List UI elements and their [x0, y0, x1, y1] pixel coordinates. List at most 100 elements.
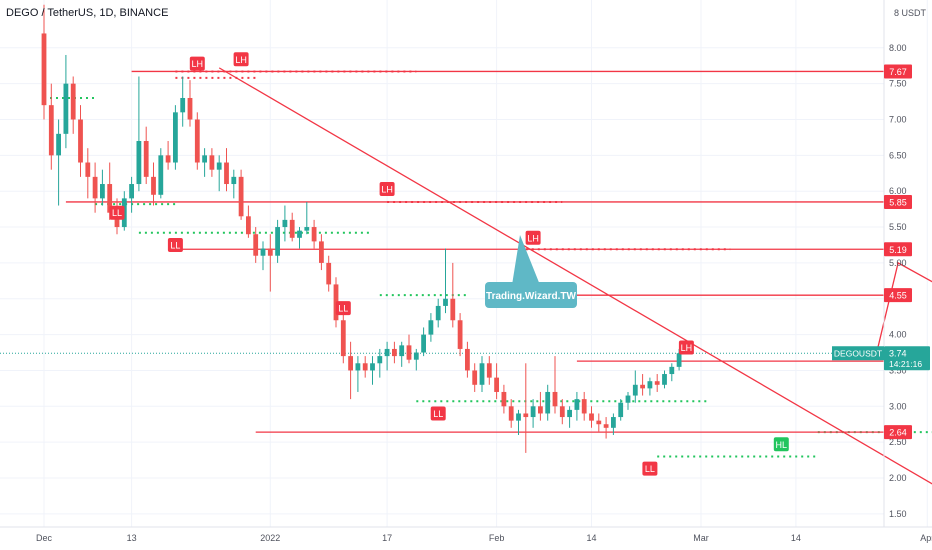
y-tick-label: 2.50: [889, 437, 907, 447]
candle-body: [63, 83, 69, 134]
candle-body: [508, 406, 514, 421]
descending-trendline: [218, 67, 932, 485]
level-price-tag: [884, 288, 912, 303]
candlesticks: [41, 4, 682, 453]
swing-label-text: LH: [681, 343, 693, 353]
y-tick-label: 8.00: [889, 43, 907, 53]
candle-body: [647, 381, 653, 389]
candle-body: [260, 248, 266, 256]
candle-body: [625, 395, 631, 403]
swing-label-badge: [233, 52, 249, 67]
candle-body: [494, 377, 499, 392]
candle-body: [676, 353, 682, 367]
swing-label-badge: [678, 340, 694, 355]
x-tick-label: 14: [586, 533, 596, 543]
y-tick-label: 3.50: [889, 365, 907, 375]
y-tick-label: 7.00: [889, 115, 907, 125]
swing-label-badge: [525, 230, 541, 245]
candle-body: [545, 391, 551, 414]
candle-body: [246, 216, 251, 235]
candle-body: [238, 176, 244, 217]
swing-label-text: LL: [112, 208, 122, 218]
swing-label-badge: [189, 56, 205, 71]
x-tick-label: 2022: [260, 533, 280, 543]
candle-body: [421, 334, 426, 353]
current-price-tag: [884, 346, 930, 371]
candle-body: [180, 97, 186, 113]
candle-body: [41, 33, 47, 106]
candle-body: [253, 234, 259, 256]
x-tick-label: Apr: [920, 533, 932, 543]
level-price-text: 5.85: [889, 197, 907, 207]
candle-body: [143, 141, 149, 177]
candle-body: [654, 381, 660, 385]
y-tick-label: 2.00: [889, 473, 907, 483]
candle-body: [472, 370, 478, 385]
candle-body: [70, 83, 76, 120]
candle-body: [289, 219, 295, 238]
candle-body: [92, 176, 98, 199]
swing-labels: LH LH LL LL LH LL LH LL LH LL HL: [109, 52, 789, 476]
swing-label-text: LH: [192, 59, 204, 69]
candle-body: [136, 141, 142, 185]
x-axis-ticks: Dec13202217Feb14Mar14Apr18May16: [36, 533, 932, 543]
candle-body: [669, 366, 675, 375]
swing-label-badge: [335, 301, 351, 316]
candle-body: [443, 298, 448, 306]
swing-label-text: LL: [645, 464, 655, 474]
candle-body: [326, 262, 332, 285]
candle-body: [399, 345, 405, 357]
countdown-text: 14:21:16: [889, 359, 922, 369]
y-tick-label: 7.50: [889, 79, 907, 89]
candle-body: [538, 406, 543, 414]
trendline-group: [218, 67, 932, 485]
candle-body: [413, 352, 419, 360]
x-tick-label: 13: [127, 533, 137, 543]
swing-label-text: LL: [170, 240, 180, 250]
projection-path: [875, 261, 932, 355]
candle-body: [362, 363, 368, 371]
current-price-text: 3.74: [889, 349, 907, 359]
candle-body: [486, 363, 492, 378]
candle-body: [428, 320, 434, 335]
swing-label-text: LL: [433, 409, 443, 419]
candle-body: [632, 384, 638, 396]
candle-body: [501, 391, 507, 407]
candle-body: [202, 155, 207, 163]
candle-body: [618, 402, 624, 418]
swing-label-text: HL: [776, 440, 788, 450]
candle-body: [603, 424, 609, 428]
candle-body: [567, 409, 572, 418]
candle-body: [523, 413, 529, 418]
y-tick-label: 5.50: [889, 222, 907, 232]
y-tick-label: 1.50: [889, 509, 907, 519]
level-price-text: 4.55: [889, 291, 907, 301]
symbol-tag: [832, 346, 884, 361]
level-price-tag: [884, 64, 912, 79]
candle-body: [231, 176, 237, 185]
swing-label-badge: [773, 437, 789, 452]
candle-body: [78, 119, 83, 163]
level-price-tag: [884, 425, 912, 440]
callout-pointer: [512, 235, 540, 285]
x-tick-label: 14: [791, 533, 801, 543]
candle-body: [596, 420, 602, 425]
level-price-text: 7.67: [889, 67, 907, 77]
candle-body: [465, 348, 470, 371]
candle-body: [589, 413, 594, 421]
candle-body: [516, 413, 521, 421]
candle-body: [640, 384, 645, 389]
symbol-tag-text: DEGOUSDT: [834, 349, 882, 359]
candle-body: [304, 227, 310, 231]
candle-body: [275, 227, 280, 256]
candle-body: [297, 230, 302, 238]
candle-body: [311, 227, 317, 242]
watermark-callout: Trading.Wizard.TW: [485, 235, 577, 308]
candle-body: [282, 219, 288, 228]
candle-body: [340, 320, 346, 357]
candle-body: [173, 112, 178, 163]
candle-body: [151, 176, 156, 195]
